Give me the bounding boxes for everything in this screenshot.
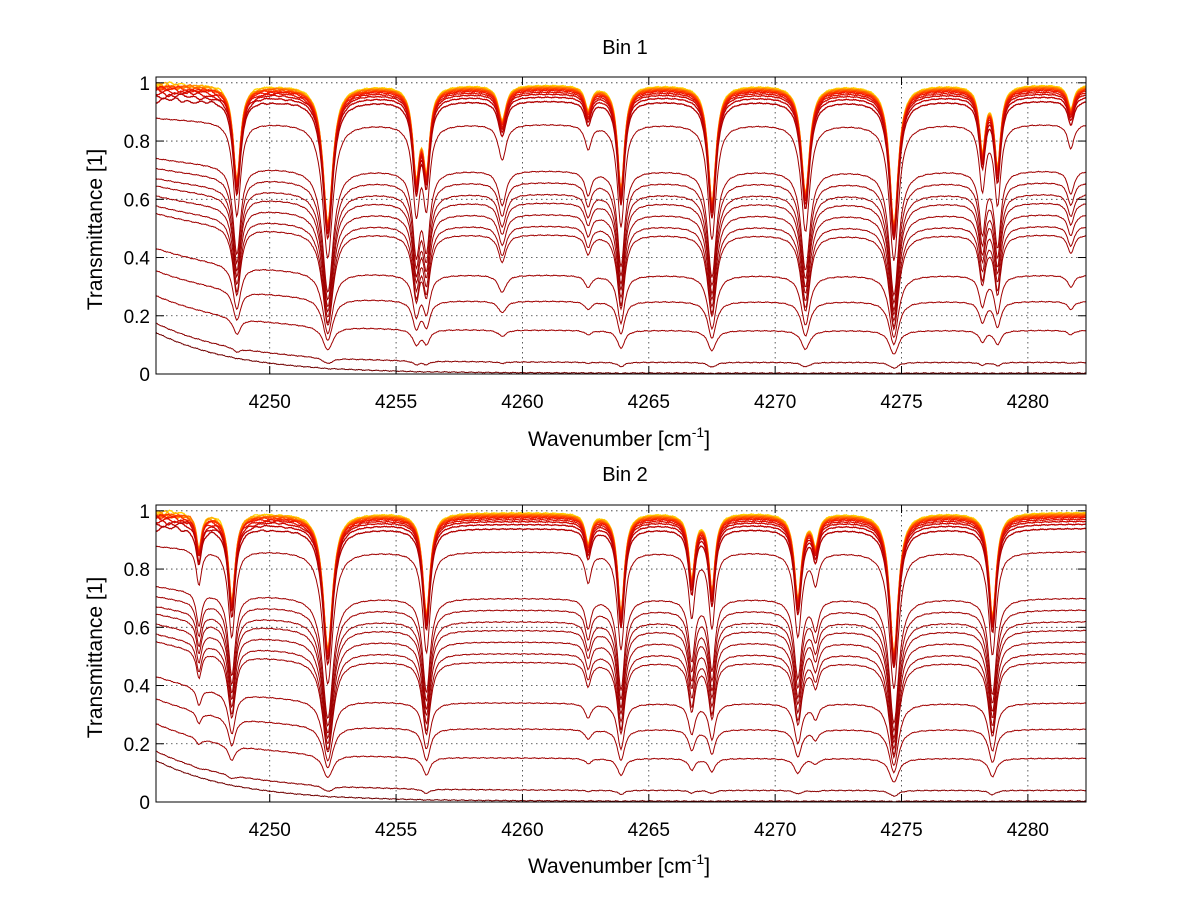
y-tick-label-0.8: 0.8 xyxy=(124,132,150,153)
x-axis-label-close: ] xyxy=(704,855,710,878)
x-axis-label-sup: -1 xyxy=(692,424,705,440)
series-line-15 xyxy=(156,178,1086,312)
series-line-17 xyxy=(156,623,1086,751)
x-axis-label: Wavenumber [cm-1] xyxy=(528,851,710,878)
series-line-13 xyxy=(156,585,1086,725)
series-line-22 xyxy=(156,295,1086,355)
series-line-14 xyxy=(156,596,1086,733)
series-line-22 xyxy=(156,723,1086,783)
series-line-10 xyxy=(156,521,1086,665)
y-tick-label-0.6: 0.6 xyxy=(124,618,150,639)
axes-box xyxy=(155,504,1087,803)
series-line-18 xyxy=(156,205,1086,328)
y-tick-label-0.8: 0.8 xyxy=(124,560,150,581)
x-tick-label-4280: 4280 xyxy=(1007,820,1049,841)
y-tick-label-1: 1 xyxy=(139,502,150,523)
y-tick-label-0.4: 0.4 xyxy=(124,677,151,698)
series-line-11 xyxy=(156,525,1086,668)
series-line-15 xyxy=(156,606,1086,740)
y-tick-label-1: 1 xyxy=(139,74,150,95)
series-line-20 xyxy=(156,676,1086,767)
axes-box xyxy=(155,76,1087,375)
series-line-12 xyxy=(156,117,1086,261)
x-tick-label-4255: 4255 xyxy=(375,820,417,841)
y-axis-label: Transmittance [1] xyxy=(84,577,107,738)
y-tick-label-0.6: 0.6 xyxy=(124,190,150,211)
chart-panel-1: 4250 4255 4260 4265 4270 4275 4280 0 0.2 0.4 0.6 0.… xyxy=(84,37,1087,451)
series-line-14 xyxy=(156,167,1086,305)
chart-title: Bin 1 xyxy=(602,37,648,59)
x-tick-label-4265: 4265 xyxy=(628,392,670,413)
x-tick-label-4250: 4250 xyxy=(249,392,291,413)
y-tick-label-0.2: 0.2 xyxy=(124,735,150,756)
series-line-20 xyxy=(156,248,1086,339)
series-line-23 xyxy=(156,750,1086,797)
x-axis-label-close: ] xyxy=(704,428,710,451)
x-axis-label-sup: -1 xyxy=(692,851,705,867)
series-line-23 xyxy=(156,322,1086,369)
series-line-21 xyxy=(156,698,1086,774)
x-tick-label-4260: 4260 xyxy=(501,820,543,841)
series-line-12 xyxy=(156,545,1086,689)
x-tick-label-4270: 4270 xyxy=(754,820,796,841)
series-line-19 xyxy=(156,212,1086,332)
series-line-21 xyxy=(156,270,1086,346)
chart-title: Bin 2 xyxy=(602,464,648,486)
x-tick-label-4255: 4255 xyxy=(375,392,417,413)
y-tick-label-0.4: 0.4 xyxy=(124,249,151,270)
x-tick-label-4275: 4275 xyxy=(880,820,922,841)
y-axis-label: Transmittance [1] xyxy=(84,149,107,310)
x-axis-label-main: Wavenumber [cm xyxy=(528,428,692,451)
series-line-10 xyxy=(156,92,1086,237)
x-tick-label-4270: 4270 xyxy=(754,392,796,413)
series-line-16 xyxy=(156,613,1086,744)
series-group xyxy=(156,81,1086,374)
plot-area xyxy=(156,505,1086,802)
x-tick-label-4265: 4265 xyxy=(628,820,670,841)
series-group xyxy=(156,509,1086,802)
x-tick-label-4250: 4250 xyxy=(249,820,291,841)
series-line-17 xyxy=(156,195,1086,323)
series-line-16 xyxy=(156,185,1086,317)
series-line-19 xyxy=(156,640,1086,760)
x-tick-label-4260: 4260 xyxy=(501,392,543,413)
x-axis-label: Wavenumber [cm-1] xyxy=(528,424,710,451)
series-line-18 xyxy=(156,633,1086,756)
x-axis-label-main: Wavenumber [cm xyxy=(528,855,692,878)
series-line-11 xyxy=(156,97,1086,241)
y-tick-label-0.2: 0.2 xyxy=(124,307,150,328)
series-line-13 xyxy=(156,157,1086,297)
y-tick-label-0: 0 xyxy=(139,365,150,386)
x-tick-label-4280: 4280 xyxy=(1007,392,1049,413)
chart-panel-2: 4250 4255 4260 4265 4270 4275 4280 0 0.2 0.4 0.6 0.… xyxy=(84,464,1087,878)
y-tick-label-0: 0 xyxy=(139,793,150,814)
x-tick-label-4275: 4275 xyxy=(880,392,922,413)
